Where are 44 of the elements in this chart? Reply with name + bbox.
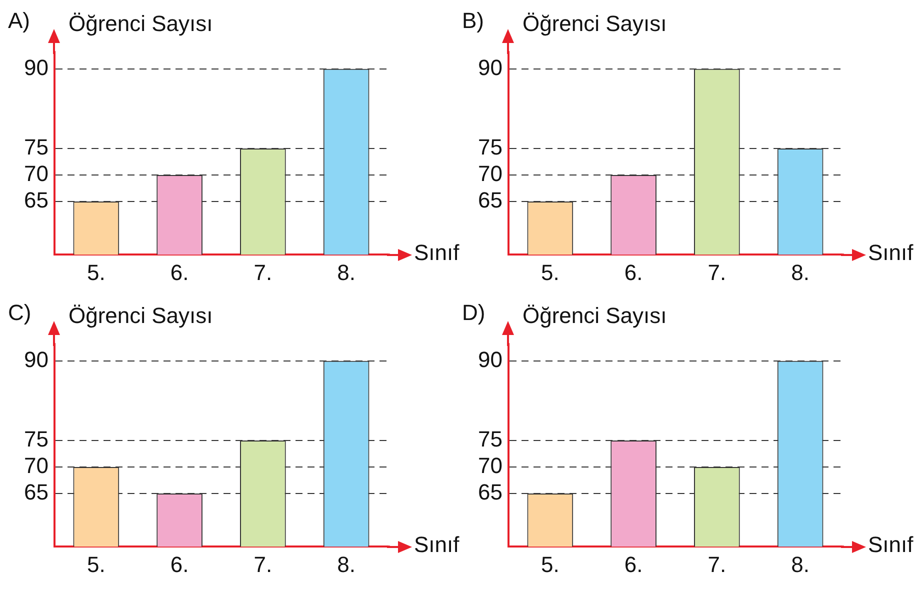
x-axis-title: Sınıf [414, 532, 460, 558]
x-tick-label: 7. [254, 260, 272, 285]
chart-title: D) [462, 300, 486, 326]
chart-title: C) [8, 300, 32, 326]
y-tick-label: 75 [478, 426, 502, 452]
y-axis-title: Öğrenci Sayısı [68, 303, 213, 329]
x-tick-label: 8. [791, 552, 810, 577]
y-tick-label: 75 [24, 426, 48, 452]
y-tick-label: 90 [478, 54, 502, 80]
x-tick-label: 5. [86, 552, 106, 577]
y-tick-label: 70 [478, 161, 502, 186]
x-tick-label: 8. [337, 552, 356, 577]
chart-title: B) [462, 8, 484, 34]
x-tick-label: 7. [708, 260, 726, 285]
y-tick-label: 65 [24, 480, 48, 505]
x-tick-label: 8. [791, 260, 810, 285]
y-tick-label: 65 [478, 480, 502, 505]
y-tick-label: 90 [24, 54, 48, 80]
x-axis-title: Sınıf [414, 240, 460, 266]
y-tick-label: 70 [24, 161, 48, 186]
y-tick-label: 90 [478, 346, 502, 372]
y-tick-label: 90 [24, 346, 48, 372]
x-tick-label: 5. [86, 260, 106, 285]
chart-title: A) [8, 8, 30, 34]
x-axis-title: Sınıf [868, 532, 914, 558]
y-tick-label: 75 [24, 134, 48, 160]
y-axis-title: Öğrenci Sayısı [522, 11, 667, 37]
x-tick-label: 6. [170, 260, 189, 285]
x-tick-label: 7. [708, 552, 726, 577]
y-tick-label: 65 [478, 188, 502, 213]
y-axis-title: Öğrenci Sayısı [68, 11, 213, 37]
y-tick-label: 70 [24, 453, 48, 478]
x-tick-label: 5. [540, 260, 560, 285]
y-axis-title: Öğrenci Sayısı [522, 303, 667, 329]
x-tick-label: 6. [624, 552, 643, 577]
y-tick-label: 65 [24, 188, 48, 213]
y-tick-label: 70 [478, 453, 502, 478]
y-tick-label: 75 [478, 134, 502, 160]
x-tick-label: 5. [540, 552, 560, 577]
x-tick-label: 7. [254, 552, 272, 577]
x-tick-label: 6. [170, 552, 189, 577]
x-tick-label: 6. [624, 260, 643, 285]
x-tick-label: 8. [337, 260, 356, 285]
x-axis-title: Sınıf [868, 240, 914, 266]
